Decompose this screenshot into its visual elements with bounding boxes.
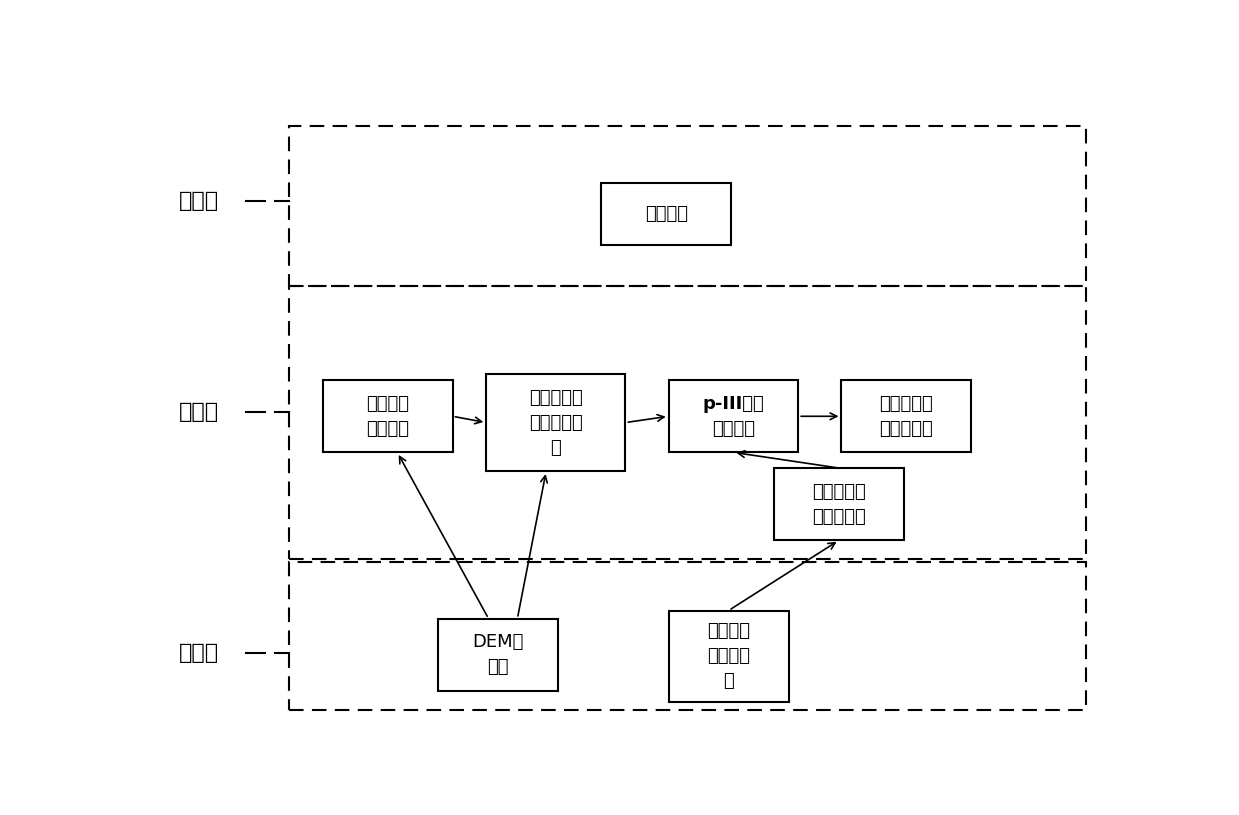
Text: 流域边界
提取模块: 流域边界 提取模块: [367, 394, 409, 438]
Bar: [774, 468, 903, 540]
Bar: [290, 126, 1087, 286]
Text: 应用层: 应用层: [178, 402, 219, 421]
Bar: [290, 562, 1087, 710]
Bar: [290, 286, 1087, 559]
Text: 数据层: 数据层: [178, 643, 219, 663]
Text: 暴雨统计
参数数据
库: 暴雨统计 参数数据 库: [707, 622, 750, 690]
Text: 展现层: 展现层: [178, 192, 219, 211]
Bar: [669, 610, 789, 702]
Text: 暴雨统计参
数计算模块: 暴雨统计参 数计算模块: [812, 482, 866, 526]
Text: 地貌瞬时单
位线提取模
块: 地貌瞬时单 位线提取模 块: [529, 389, 582, 456]
Text: 显示终端: 显示终端: [644, 205, 688, 222]
Text: p-III频率
计算模块: p-III频率 计算模块: [703, 394, 764, 438]
Bar: [669, 380, 798, 452]
Bar: [439, 619, 559, 691]
Bar: [841, 380, 971, 452]
Bar: [323, 380, 452, 452]
Bar: [601, 183, 731, 245]
Bar: [486, 374, 626, 471]
Text: DEM数
据库: DEM数 据库: [472, 633, 524, 676]
Text: 山洪临界雨
量计算模块: 山洪临界雨 量计算模块: [880, 394, 933, 438]
